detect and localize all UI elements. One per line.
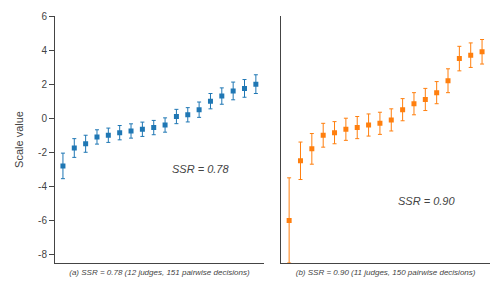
svg-text:-4: -4: [38, 181, 47, 192]
svg-text:4: 4: [41, 45, 47, 56]
svg-text:SSR = 0.78: SSR = 0.78: [172, 163, 229, 175]
svg-text:Scale value: Scale value: [13, 111, 25, 168]
svg-text:-8: -8: [38, 249, 47, 260]
svg-text:(b) SSR = 0.90 (11 judges, 150: (b) SSR = 0.90 (11 judges, 150 pairwise …: [296, 268, 476, 277]
svg-text:-2: -2: [38, 147, 47, 158]
svg-text:-6: -6: [38, 215, 47, 226]
svg-text:0: 0: [41, 113, 47, 124]
svg-text:2: 2: [41, 79, 47, 90]
svg-text:(a) SSR = 0.78 (12 judges, 151: (a) SSR = 0.78 (12 judges, 151 pairwise …: [69, 268, 250, 277]
svg-text:6: 6: [41, 11, 47, 22]
svg-text:SSR = 0.90: SSR = 0.90: [398, 195, 455, 207]
